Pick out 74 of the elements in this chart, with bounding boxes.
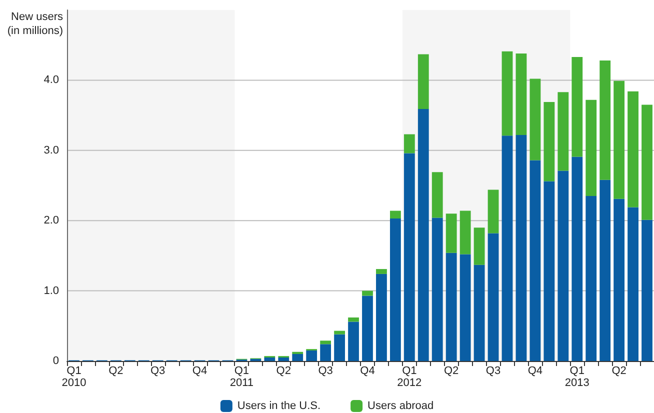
bar (614, 80, 625, 199)
x-tick-label: Q3 (486, 365, 501, 377)
bar (572, 57, 583, 157)
y-tick-label: 1.0 (44, 284, 59, 297)
bar (474, 228, 485, 265)
bar (614, 198, 625, 361)
y-tick-label: 4.0 (44, 74, 59, 86)
bar (544, 181, 555, 361)
bar (376, 269, 387, 274)
bar (488, 233, 499, 361)
bar (292, 354, 304, 361)
bar (264, 357, 276, 361)
bar (432, 172, 443, 218)
bar (348, 317, 359, 322)
x-tick-label: Q3 (150, 365, 166, 377)
bar (558, 92, 569, 171)
bar (558, 170, 569, 361)
x-tick-label: Q4 (360, 365, 375, 377)
x-tick-label: Q2 (108, 365, 124, 377)
bar (404, 153, 415, 361)
bar (432, 218, 443, 361)
x-tick-label: Q1 2011 (230, 365, 254, 389)
x-tick-label: Q2 (444, 365, 459, 377)
x-tick-label: Q3 (318, 365, 333, 377)
x-tick-label: Q4 (192, 365, 208, 377)
bar (390, 218, 401, 361)
y-tick-label: 2.0 (44, 214, 59, 227)
bar (502, 51, 513, 136)
bar (642, 220, 652, 361)
bar (320, 344, 332, 361)
bar (600, 180, 611, 361)
legend-label: Users abroad (368, 400, 434, 412)
bar (418, 108, 429, 361)
x-tick-label: Q2 (276, 365, 291, 377)
bar (376, 274, 387, 361)
bar (306, 350, 318, 361)
x-tick-label: Q4 (528, 365, 543, 377)
bar (334, 334, 345, 361)
x-tick-label: Q2 (612, 365, 626, 377)
bar (600, 60, 611, 180)
bar (334, 330, 345, 334)
legend-label: Users in the U.S. (237, 400, 321, 412)
y-tick-label: 3.0 (44, 144, 59, 156)
bar (474, 264, 485, 361)
bar (348, 322, 359, 361)
bar (628, 91, 638, 208)
bar (516, 54, 527, 135)
x-tick-label: Q1 2012 (397, 365, 422, 389)
bar (586, 196, 597, 361)
bar (516, 134, 527, 361)
bar (572, 156, 583, 361)
bar (460, 210, 471, 254)
x-tick-label: Q1 2013 (564, 365, 590, 389)
bar (404, 134, 415, 154)
bar (278, 357, 290, 361)
bar (362, 296, 373, 361)
y-tick-label: 0 (52, 355, 59, 367)
bar (544, 102, 555, 182)
bar (446, 214, 457, 253)
bar (446, 252, 457, 361)
bar (320, 340, 332, 344)
bar (586, 100, 597, 196)
bar (502, 136, 513, 361)
x-tick-label: Q1 2010 (62, 365, 86, 389)
bar (642, 104, 652, 220)
bar (530, 78, 541, 160)
bar (628, 207, 638, 361)
y-axis-title: New users (in millions) (7, 11, 64, 37)
bar (362, 290, 373, 296)
bar (460, 254, 471, 361)
bar (418, 54, 429, 109)
bar (530, 160, 541, 361)
bar (390, 210, 401, 218)
bar (488, 190, 499, 234)
